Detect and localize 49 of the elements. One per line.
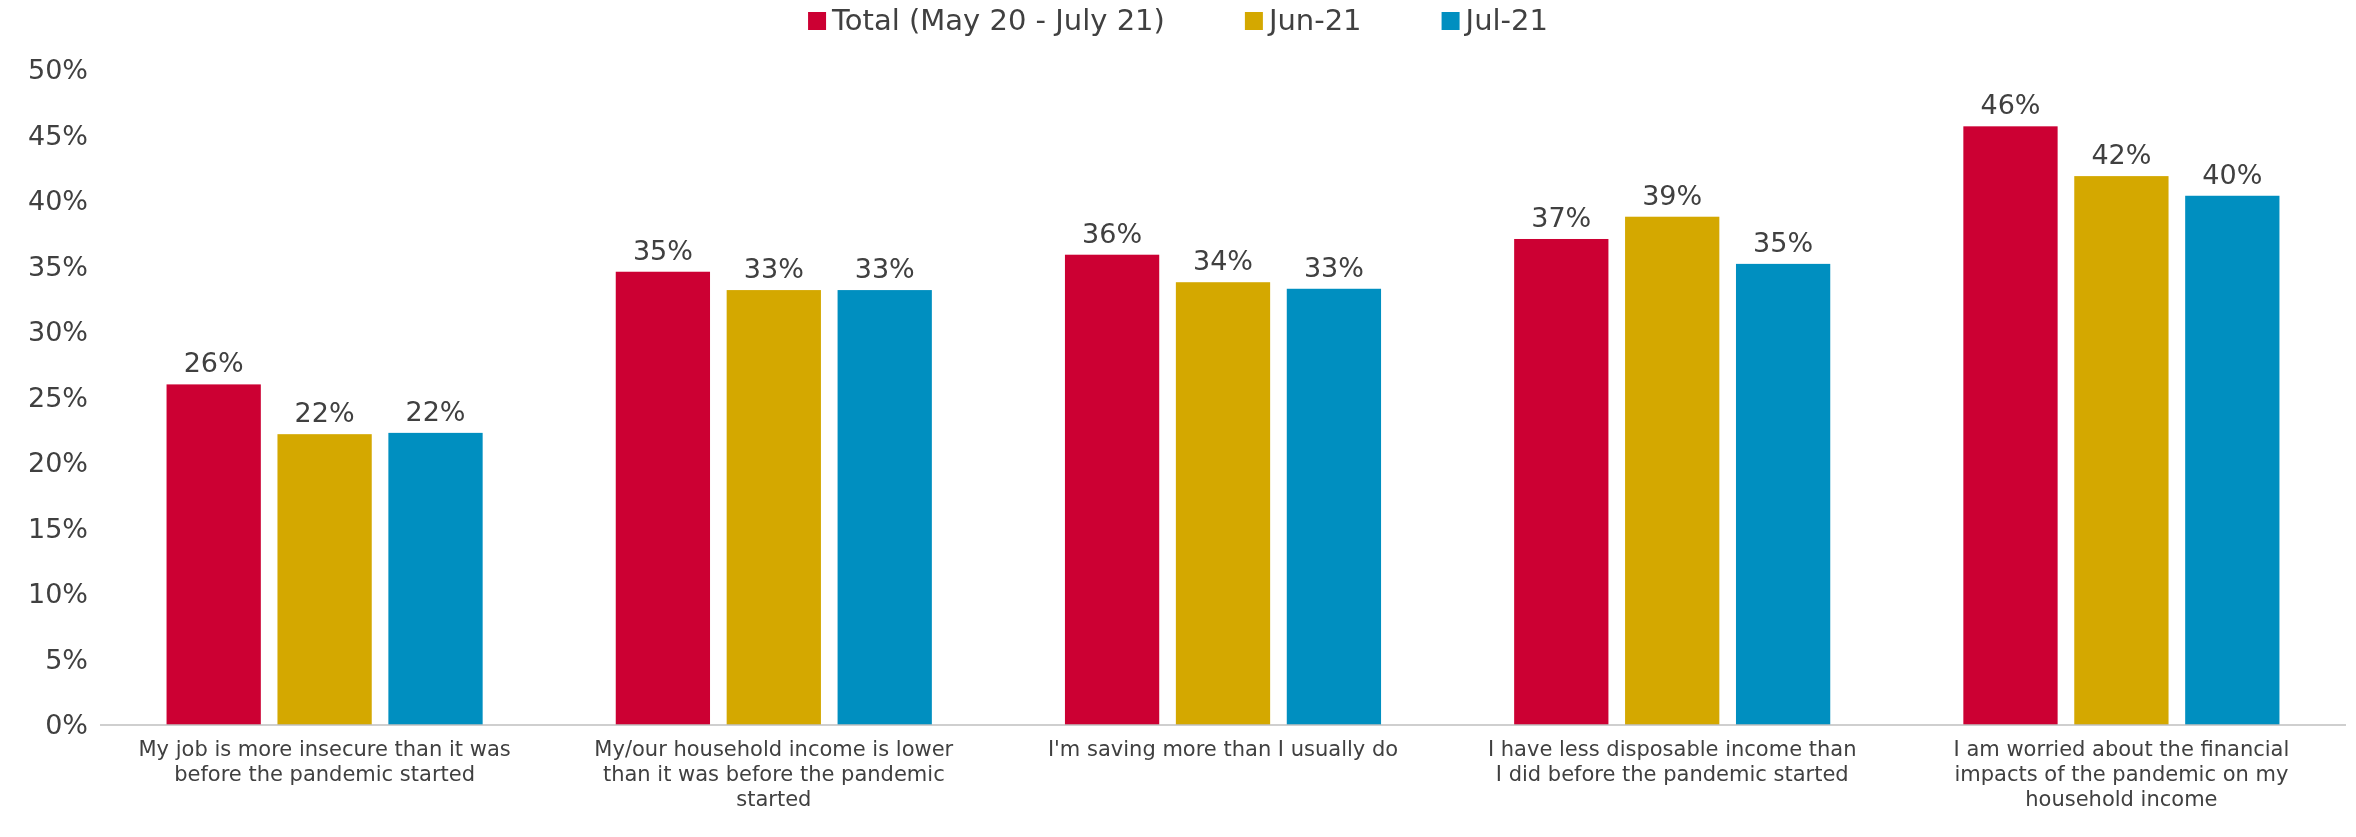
x-tick-label: I have less disposable income than I did before the pandemic started [1487, 736, 1857, 787]
bar [277, 434, 372, 725]
data-label: 34% [1192, 245, 1254, 277]
data-label: 22% [294, 397, 355, 429]
data-label: 33% [1303, 251, 1364, 283]
y-tick-label: 10% [27, 578, 88, 610]
bar [1735, 263, 1831, 725]
legend-label: Jul-21 [1463, 3, 1548, 37]
bar [1064, 254, 1160, 725]
x-tick-label: My job is more insecure than it was before the pandemic started [138, 736, 511, 787]
bar [2185, 195, 2280, 725]
data-label: 26% [183, 347, 244, 379]
bar [2074, 176, 2169, 725]
data-label: 37% [1531, 201, 1592, 233]
bar [1625, 216, 1720, 725]
data-label: 40% [2202, 158, 2263, 190]
x-tick-label: I am worried about the financial impacts of the pandemic on my household income [1953, 736, 2290, 812]
data-label: 36% [1082, 217, 1143, 249]
bar [166, 384, 261, 725]
legend-label: Total (May 20 - July 21) [831, 3, 1165, 37]
data-label: 39% [1642, 179, 1703, 211]
bar [1963, 126, 2058, 725]
x-tick-label: My/our household income is lower than it was before the pandemic started [594, 736, 954, 812]
legend-label: Jun-21 [1266, 3, 1362, 37]
y-tick-label: 35% [27, 250, 88, 282]
y-tick-label: 50% [27, 54, 88, 86]
y-tick-label: 40% [27, 185, 88, 217]
y-tick-label: 0% [45, 709, 88, 741]
data-label: 35% [1753, 226, 1814, 258]
y-tick-label: 25% [27, 381, 88, 413]
data-label: 33% [854, 253, 915, 285]
data-label: 46% [1980, 89, 2041, 121]
data-label: 42% [2091, 139, 2152, 171]
bar [1514, 238, 1609, 725]
data-label: 33% [743, 253, 804, 285]
bar [615, 271, 711, 725]
y-tick-label: 5% [45, 643, 88, 675]
y-tick-label: 30% [27, 316, 88, 348]
y-tick-label: 45% [27, 119, 88, 151]
data-label: 35% [632, 234, 693, 266]
bar [388, 432, 483, 725]
x-tick-label: I'm saving more than I usually do [1047, 736, 1399, 761]
y-tick-label: 15% [27, 512, 88, 544]
bar [837, 290, 932, 725]
data-label: 22% [405, 395, 466, 427]
y-tick-label: 20% [27, 447, 88, 479]
bar [1175, 282, 1271, 725]
bar [1286, 288, 1382, 725]
bar [726, 290, 821, 725]
